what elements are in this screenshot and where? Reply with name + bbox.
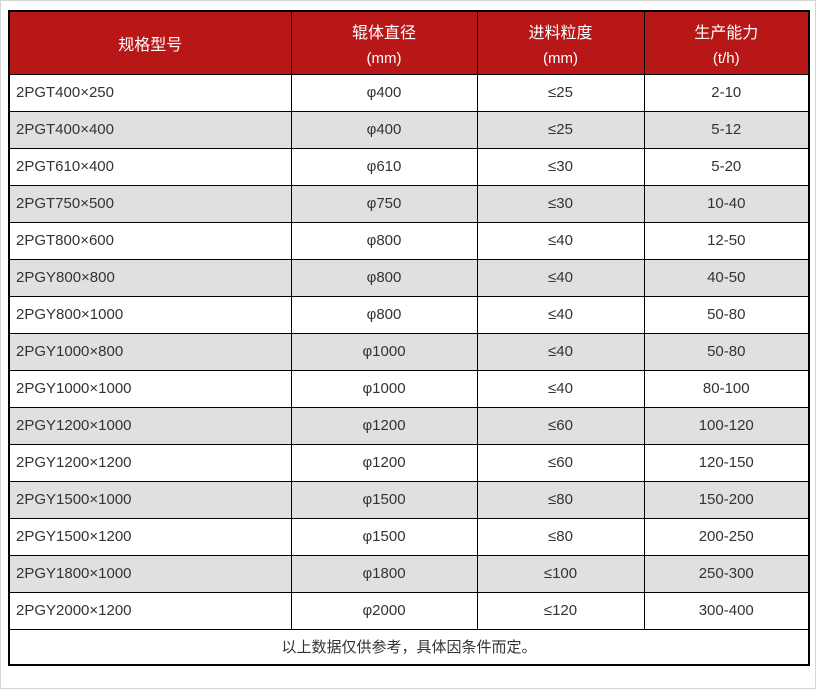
table-row: 2PGT610×400 φ610 ≤30 5-20 [8, 147, 810, 186]
model-cell: 2PGT400×400 [8, 110, 292, 149]
diameter-cell: φ1000 [290, 332, 478, 371]
model-cell: 2PGT750×500 [8, 184, 292, 223]
diameter-cell: φ800 [290, 295, 478, 334]
feed-size-cell: ≤80 [476, 517, 645, 556]
capacity-cell: 50-80 [643, 332, 810, 371]
model-cell: 2PGT800×600 [8, 221, 292, 260]
table-row: 2PGT400×400 φ400 ≤25 5-12 [8, 110, 810, 149]
diameter-cell: φ1800 [290, 554, 478, 593]
table-row: 2PGY1000×1000 φ1000 ≤40 80-100 [8, 369, 810, 408]
feed-size-cell: ≤60 [476, 443, 645, 482]
header-unit-capacity: (t/h) [712, 49, 740, 67]
model-cell: 2PGY1500×1200 [8, 517, 292, 556]
capacity-cell: 250-300 [643, 554, 810, 593]
capacity-cell: 80-100 [643, 369, 810, 408]
table-row: 2PGY1500×1000 φ1500 ≤80 150-200 [8, 480, 810, 519]
feed-size-cell: ≤100 [476, 554, 645, 593]
table-note-row: 以上数据仅供参考，具体因条件而定。 [8, 628, 810, 666]
diameter-cell: φ1200 [290, 443, 478, 482]
capacity-cell: 2-10 [643, 73, 810, 112]
header-unit-feed-size: (mm) [543, 49, 578, 67]
header-label-feed-size: 进料粒度 [528, 24, 593, 42]
capacity-cell: 100-120 [643, 406, 810, 445]
capacity-cell: 5-20 [643, 147, 810, 186]
diameter-cell: φ1000 [290, 369, 478, 408]
feed-size-cell: ≤40 [476, 369, 645, 408]
diameter-cell: φ800 [290, 258, 478, 297]
capacity-cell: 200-250 [643, 517, 810, 556]
capacity-cell: 300-400 [643, 591, 810, 630]
model-cell: 2PGY1200×1200 [8, 443, 292, 482]
header-label-roller-diameter: 辊体直径 [351, 24, 416, 42]
model-cell: 2PGY1800×1000 [8, 554, 292, 593]
header-label-capacity: 生产能力 [694, 24, 759, 42]
table-header-row: 规格型号 辊体直径 (mm) 进料粒度 (mm) 生产能力 (t/h) [8, 10, 810, 75]
diameter-cell: φ2000 [290, 591, 478, 630]
diameter-cell: φ1500 [290, 517, 478, 556]
table-row: 2PGT750×500 φ750 ≤30 10-40 [8, 184, 810, 223]
header-label-model: 规格型号 [118, 36, 183, 54]
header-cell-capacity: 生产能力 (t/h) [643, 10, 810, 75]
table-row: 2PGY1200×1000 φ1200 ≤60 100-120 [8, 406, 810, 445]
header-unit-roller-diameter: (mm) [366, 49, 402, 67]
table-row: 2PGY1500×1200 φ1500 ≤80 200-250 [8, 517, 810, 556]
table-row: 2PGY2000×1200 φ2000 ≤120 300-400 [8, 591, 810, 630]
feed-size-cell: ≤60 [476, 406, 645, 445]
table-row: 2PGY1000×800 φ1000 ≤40 50-80 [8, 332, 810, 371]
capacity-cell: 40-50 [643, 258, 810, 297]
table-header: 规格型号 辊体直径 (mm) 进料粒度 (mm) 生产能力 (t/h) [8, 10, 810, 75]
model-cell: 2PGY800×1000 [8, 295, 292, 334]
feed-size-cell: ≤25 [476, 110, 645, 149]
diameter-cell: φ800 [290, 221, 478, 260]
feed-size-cell: ≤30 [476, 147, 645, 186]
diameter-cell: φ610 [290, 147, 478, 186]
feed-size-cell: ≤40 [476, 221, 645, 260]
table-row: 2PGY800×1000 φ800 ≤40 50-80 [8, 295, 810, 334]
model-cell: 2PGT610×400 [8, 147, 292, 186]
table-row: 2PGT400×250 φ400 ≤25 2-10 [8, 73, 810, 112]
header-cell-feed-size: 进料粒度 (mm) [476, 10, 645, 75]
capacity-cell: 150-200 [643, 480, 810, 519]
table-row: 2PGY1800×1000 φ1800 ≤100 250-300 [8, 554, 810, 593]
diameter-cell: φ750 [290, 184, 478, 223]
diameter-cell: φ1200 [290, 406, 478, 445]
capacity-cell: 12-50 [643, 221, 810, 260]
model-cell: 2PGY1000×800 [8, 332, 292, 371]
table-row: 2PGY1200×1200 φ1200 ≤60 120-150 [8, 443, 810, 482]
model-cell: 2PGY2000×1200 [8, 591, 292, 630]
feed-size-cell: ≤120 [476, 591, 645, 630]
feed-size-cell: ≤30 [476, 184, 645, 223]
feed-size-cell: ≤40 [476, 295, 645, 334]
feed-size-cell: ≤80 [476, 480, 645, 519]
capacity-cell: 120-150 [643, 443, 810, 482]
feed-size-cell: ≤40 [476, 332, 645, 371]
model-cell: 2PGY1000×1000 [8, 369, 292, 408]
model-cell: 2PGY1200×1000 [8, 406, 292, 445]
model-cell: 2PGY1500×1000 [8, 480, 292, 519]
model-cell: 2PGY800×800 [8, 258, 292, 297]
capacity-cell: 50-80 [643, 295, 810, 334]
diameter-cell: φ1500 [290, 480, 478, 519]
table-note: 以上数据仅供参考，具体因条件而定。 [8, 628, 810, 666]
capacity-cell: 10-40 [643, 184, 810, 223]
header-cell-roller-diameter: 辊体直径 (mm) [290, 10, 478, 75]
header-cell-model: 规格型号 [8, 10, 292, 75]
table-row: 2PGY800×800 φ800 ≤40 40-50 [8, 258, 810, 297]
model-cell: 2PGT400×250 [8, 73, 292, 112]
table-row: 2PGT800×600 φ800 ≤40 12-50 [8, 221, 810, 260]
diameter-cell: φ400 [290, 110, 478, 149]
feed-size-cell: ≤25 [476, 73, 645, 112]
table-footer: 以上数据仅供参考，具体因条件而定。 [8, 628, 810, 666]
feed-size-cell: ≤40 [476, 258, 645, 297]
table-body: 2PGT400×250 φ400 ≤25 2-10 2PGT400×400 φ400 ≤25… [8, 73, 810, 630]
capacity-cell: 5-12 [643, 110, 810, 149]
spec-table: 规格型号 辊体直径 (mm) 进料粒度 (mm) 生产能力 (t/h) 2PGT… [8, 10, 810, 666]
diameter-cell: φ400 [290, 73, 478, 112]
